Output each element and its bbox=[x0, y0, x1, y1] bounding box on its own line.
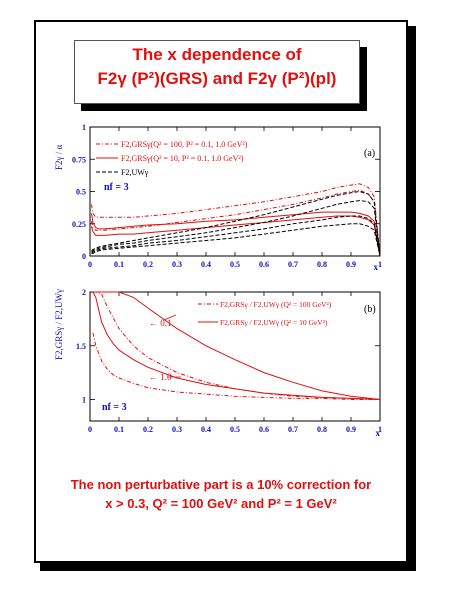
panel-b-xtick-label-2: 0.2 bbox=[143, 425, 153, 434]
panel-a-series-4 bbox=[91, 190, 381, 257]
title-line1: The x dependence of bbox=[75, 45, 359, 65]
title-line1-text: The x dependence of bbox=[132, 45, 302, 64]
legend-b-label-0: F2,GRSγ / F2,UWγ (Q² = 100 GeV²) bbox=[220, 300, 332, 309]
panel-b-lines bbox=[92, 291, 381, 400]
panel-b-series-2 bbox=[92, 291, 381, 400]
panel-b-label: (b) bbox=[364, 304, 376, 315]
panel-b-xtick-label-9: 0.9 bbox=[346, 425, 356, 434]
panel-a-ytick-label-0: 0 bbox=[82, 252, 86, 261]
panel-a-label: (a) bbox=[364, 148, 375, 159]
legend-b-label-1: F2,GRSγ / F2,UWγ (Q² = 10 GeV²) bbox=[220, 318, 328, 327]
panel-b-ticks: 0 0.1 0.2 0.3 0.4 0.5 0.6 0.7 0.8 0.9 1 1 1.5 2 bbox=[76, 288, 382, 434]
panel-a-legend: F2,GRSγ(Q² = 100, P² = 0.1, 1.0 GeV²) F2… bbox=[96, 140, 248, 177]
panel-a-ytick-label-4: 1 bbox=[82, 123, 86, 132]
panel-a-ticks: 0 0.1 0.2 0.3 0.4 0.5 0.6 0.7 0.8 0.9 1 0 0.25 0.5 0.7… bbox=[72, 123, 382, 269]
panel-a-series-7 bbox=[91, 223, 381, 257]
panel-a-series-0 bbox=[91, 183, 381, 257]
panel-b-ytick-label-0: 1 bbox=[82, 396, 86, 405]
panel-a-lines bbox=[91, 183, 381, 257]
panel-a-xlabel: x bbox=[374, 262, 379, 272]
panel-b-label-1.0: ← 1.0 bbox=[149, 372, 172, 382]
bottom-note-line1: The non perturbative part is a 10% corre… bbox=[70, 477, 372, 492]
panel-a-xtick-label-6: 0.6 bbox=[259, 260, 269, 269]
panel-b-xtick-label-8: 0.8 bbox=[317, 425, 327, 434]
panel-b-xtick-label-10: 1 bbox=[378, 425, 382, 434]
panel-b-legend: F2,GRSγ / F2,UWγ (Q² = 100 GeV²) F2,GRSγ… bbox=[198, 300, 332, 327]
panel-b-frame bbox=[89, 291, 381, 422]
panel-b-nf: nf = 3 bbox=[102, 402, 127, 413]
panel-a-xtick-label-8: 0.8 bbox=[317, 260, 327, 269]
legend-a-label-1: F2,GRSγ(Q² = 10, P² = 0.1, 1.0 GeV²) bbox=[121, 154, 244, 163]
panel-a-xtick-label-5: 0.5 bbox=[230, 260, 240, 269]
panel-a-xtick-label-4: 0.4 bbox=[201, 260, 211, 269]
panel-a-xtick-label-9: 0.9 bbox=[346, 260, 356, 269]
panel-b-series-0 bbox=[92, 291, 381, 400]
panel-b-arrow-0.1 bbox=[163, 314, 177, 321]
panel-b-series-1 bbox=[92, 291, 381, 400]
panel-b-xtick-label-3: 0.3 bbox=[172, 425, 182, 434]
panel-a-ytick-label-3: 0.75 bbox=[72, 155, 86, 164]
panel-a-ytick-label-2: 0.5 bbox=[76, 188, 86, 197]
legend-a-label-2: F2,UWγ bbox=[121, 168, 149, 177]
panel-b-ytick-label-1: 1.5 bbox=[76, 342, 86, 351]
title-line2-text: F2γ (P²)(GRS) and F2γ (P²)(pl) bbox=[97, 69, 337, 88]
panel-b-ytick-label-2: 2 bbox=[82, 288, 86, 297]
panel-a-xtick-label-2: 0.2 bbox=[143, 260, 153, 269]
panel-b-xlabel: x bbox=[376, 428, 381, 438]
panel-b-xtick-label-1: 0.1 bbox=[114, 425, 124, 434]
panel-a-xtick-label-1: 0.1 bbox=[114, 260, 124, 269]
panel-b-ylabel: F2,GRSγ / F2,UWγ bbox=[54, 289, 64, 360]
panel-a-xtick-label-7: 0.7 bbox=[288, 260, 298, 269]
bottom-note-line2: x > 0.3, Q² = 100 GeV² and P² = 1 GeV² bbox=[105, 496, 337, 511]
panel-b-xtick-label-7: 0.7 bbox=[288, 425, 298, 434]
panel-a-nf: nf = 3 bbox=[104, 182, 129, 193]
panel-a-ylabel: F2γ / α bbox=[54, 145, 64, 170]
panel-a-series-3 bbox=[91, 215, 381, 257]
panel-b-series-3 bbox=[92, 332, 380, 400]
panel-b-xtick-label-4: 0.4 bbox=[201, 425, 211, 434]
panel-a-series-2 bbox=[91, 211, 381, 257]
panel-a-xtick-label-3: 0.3 bbox=[172, 260, 182, 269]
bottom-note: The non perturbative part is a 10% corre… bbox=[34, 475, 408, 513]
panel-a-series-5 bbox=[91, 199, 381, 257]
panel-b-xtick-label-6: 0.6 bbox=[259, 425, 269, 434]
panel-a-series-6 bbox=[91, 215, 381, 257]
panel-b-label-0.1: ← 0.1 bbox=[149, 318, 172, 328]
legend-a-label-0: F2,GRSγ(Q² = 100, P² = 0.1, 1.0 GeV²) bbox=[121, 140, 248, 149]
title-line2: F2γ (P²)(GRS) and F2γ (P²)(pl) bbox=[75, 69, 359, 89]
panel-a-ytick-label-1: 0.25 bbox=[72, 220, 86, 229]
panel-b-xtick-label-5: 0.5 bbox=[230, 425, 240, 434]
panel-a-xtick-label-10: 1 bbox=[378, 260, 382, 269]
title-box: The x dependence of F2γ (P²)(GRS) and F2… bbox=[74, 40, 360, 104]
panel-b-xtick-label-0: 0 bbox=[88, 425, 92, 434]
panel-a-series-1 bbox=[91, 189, 381, 257]
panel-a-xtick-label-0: 0 bbox=[88, 260, 92, 269]
